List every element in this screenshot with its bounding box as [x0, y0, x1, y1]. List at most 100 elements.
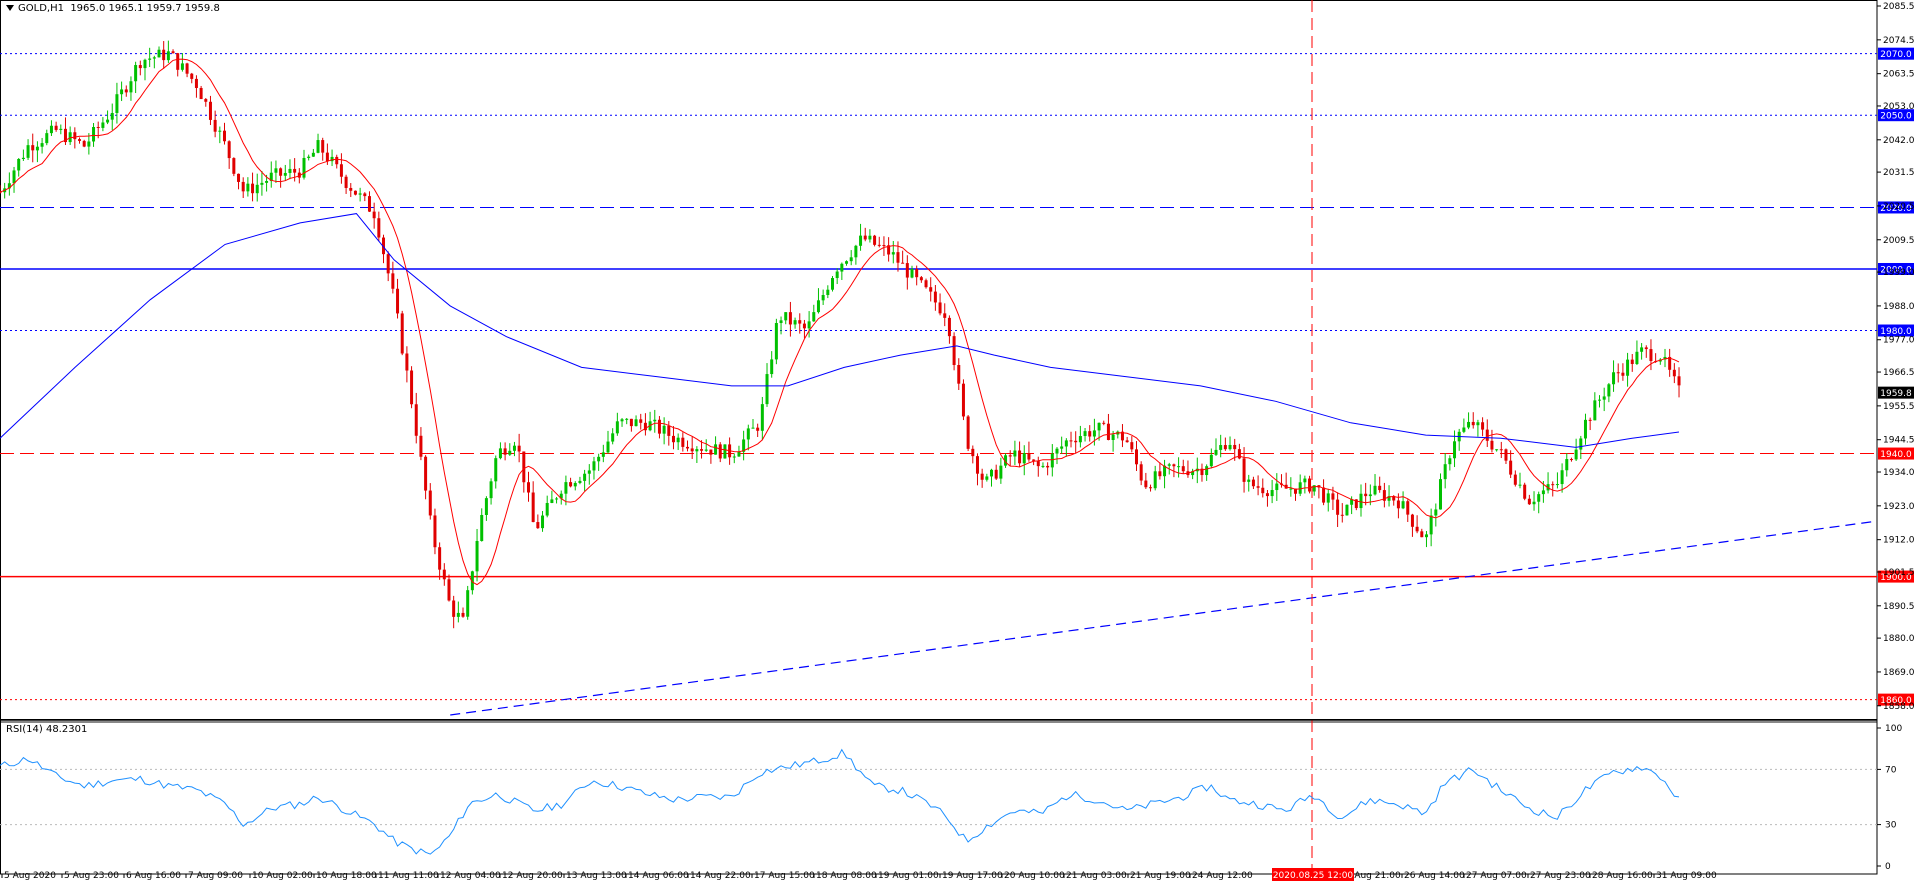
candle-body[interactable] — [1593, 400, 1597, 421]
candle-body[interactable] — [1326, 493, 1330, 503]
candle-body[interactable] — [134, 65, 138, 82]
candle-body[interactable] — [1672, 369, 1676, 377]
candle-body[interactable] — [756, 427, 760, 431]
candle-body[interactable] — [686, 446, 690, 449]
candle-body[interactable] — [358, 193, 362, 195]
candle-body[interactable] — [157, 49, 161, 58]
candle-body[interactable] — [1013, 450, 1017, 457]
candle-body[interactable] — [1644, 347, 1648, 350]
candle-body[interactable] — [1083, 431, 1087, 437]
candle-body[interactable] — [676, 437, 680, 443]
candle-body[interactable] — [1340, 514, 1344, 516]
candle-body[interactable] — [208, 101, 212, 120]
candle-body[interactable] — [896, 252, 900, 263]
candle-body[interactable] — [241, 181, 245, 192]
candle-body[interactable] — [424, 456, 428, 491]
candle-body[interactable] — [1583, 419, 1587, 439]
candle-body[interactable] — [1130, 442, 1134, 450]
candle-body[interactable] — [1481, 422, 1485, 430]
candle-body[interactable] — [1509, 460, 1513, 475]
slow-ma-line[interactable] — [0, 213, 1680, 448]
candle-body[interactable] — [1364, 493, 1368, 497]
candle-body[interactable] — [863, 235, 867, 240]
candle-body[interactable] — [807, 321, 811, 329]
candle-body[interactable] — [1102, 422, 1106, 424]
candle-body[interactable] — [237, 173, 241, 182]
candle-body[interactable] — [1565, 459, 1569, 471]
candle-body[interactable] — [541, 515, 545, 529]
candle-body[interactable] — [49, 125, 53, 134]
candle-body[interactable] — [1410, 514, 1414, 527]
candle-body[interactable] — [1382, 490, 1386, 501]
candle-body[interactable] — [569, 482, 573, 487]
candle-body[interactable] — [194, 78, 198, 88]
candle-body[interactable] — [732, 456, 736, 458]
candle-body[interactable] — [929, 287, 933, 292]
candle-body[interactable] — [21, 157, 25, 159]
candle-body[interactable] — [297, 172, 301, 178]
candle-body[interactable] — [1139, 464, 1143, 481]
candle-body[interactable] — [531, 492, 535, 523]
candle-body[interactable] — [349, 187, 353, 191]
candle-body[interactable] — [1513, 474, 1517, 485]
candle-body[interactable] — [690, 448, 694, 452]
candle-body[interactable] — [746, 428, 750, 440]
candle-body[interactable] — [545, 502, 549, 516]
trendline[interactable] — [450, 520, 1877, 716]
candle-body[interactable] — [447, 579, 451, 601]
candle-body[interactable] — [1621, 372, 1625, 376]
candle-body[interactable] — [657, 419, 661, 434]
candle-body[interactable] — [1574, 449, 1578, 460]
candle-body[interactable] — [475, 540, 479, 572]
candle-body[interactable] — [873, 235, 877, 245]
candle-body[interactable] — [1602, 396, 1606, 400]
candle-body[interactable] — [774, 323, 778, 360]
candle-body[interactable] — [344, 176, 348, 188]
candle-body[interactable] — [484, 498, 488, 515]
candle-body[interactable] — [232, 158, 236, 174]
candle-body[interactable] — [517, 445, 521, 452]
rsi-panel[interactable] — [0, 719, 1878, 875]
candle-body[interactable] — [1635, 351, 1639, 365]
candle-body[interactable] — [947, 317, 951, 337]
candle-body[interactable] — [260, 182, 264, 185]
candle-body[interactable] — [1303, 478, 1307, 483]
candle-body[interactable] — [971, 448, 975, 457]
candle-body[interactable] — [283, 172, 287, 176]
main-price-panel[interactable] — [0, 0, 1878, 874]
candle-body[interactable] — [1046, 465, 1050, 468]
candle-body[interactable] — [910, 269, 914, 278]
candle-body[interactable] — [990, 469, 994, 477]
candle-body[interactable] — [1032, 459, 1036, 461]
candle-body[interactable] — [96, 126, 100, 128]
candle-body[interactable] — [1331, 493, 1335, 500]
candle-body[interactable] — [1649, 349, 1653, 362]
candle-body[interactable] — [985, 476, 989, 480]
candle-body[interactable] — [503, 448, 507, 455]
candle-body[interactable] — [1354, 499, 1358, 509]
candle-body[interactable] — [1471, 421, 1475, 426]
candle-body[interactable] — [321, 140, 325, 153]
candle-body[interactable] — [611, 433, 615, 442]
candle-body[interactable] — [1209, 454, 1213, 467]
candle-body[interactable] — [124, 89, 128, 93]
candle-body[interactable] — [1111, 434, 1115, 440]
candle-body[interactable] — [634, 419, 638, 427]
candle-body[interactable] — [377, 218, 381, 238]
candle-body[interactable] — [1378, 485, 1382, 491]
candle-body[interactable] — [1373, 485, 1377, 495]
candle-body[interactable] — [508, 450, 512, 455]
candle-body[interactable] — [480, 514, 484, 541]
candle-body[interactable] — [1060, 446, 1064, 449]
candle-body[interactable] — [723, 444, 727, 459]
candle-body[interactable] — [1532, 501, 1536, 505]
candle-body[interactable] — [152, 57, 156, 59]
candle-body[interactable] — [919, 277, 923, 281]
candle-body[interactable] — [1677, 376, 1681, 386]
candle-body[interactable] — [438, 547, 442, 570]
candle-body[interactable] — [92, 126, 96, 142]
candle-body[interactable] — [587, 470, 591, 474]
candle-body[interactable] — [812, 312, 816, 322]
candle-body[interactable] — [1640, 347, 1644, 352]
candle-body[interactable] — [1368, 494, 1372, 497]
